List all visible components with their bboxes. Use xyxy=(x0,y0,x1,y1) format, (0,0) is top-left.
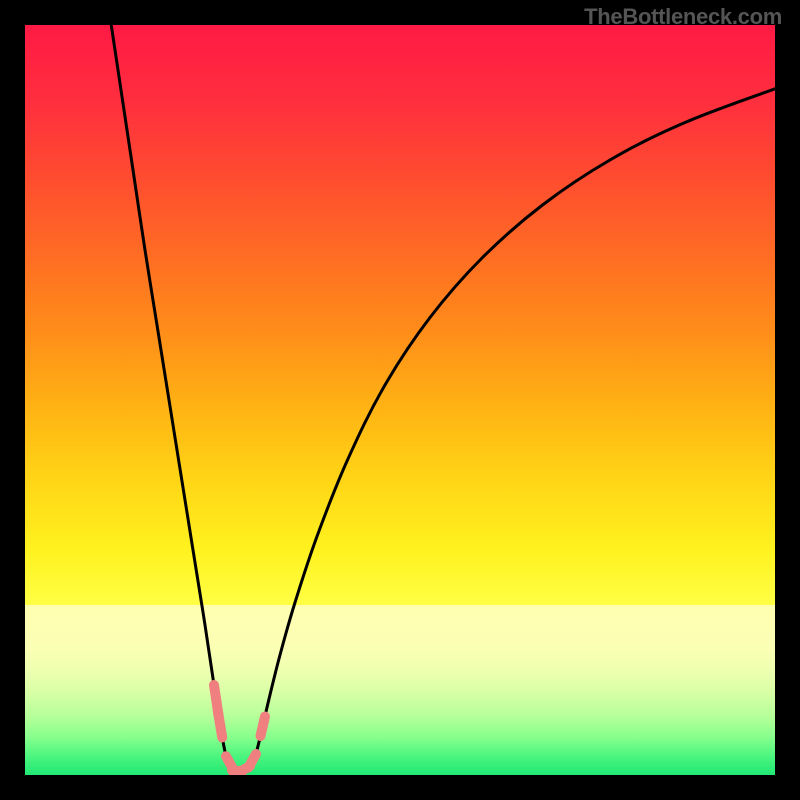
highlight-segment xyxy=(261,717,266,737)
watermark: TheBottleneck.com xyxy=(584,4,782,30)
plot-area xyxy=(25,25,775,775)
highlight-segment xyxy=(249,754,257,768)
chart-svg xyxy=(0,0,800,800)
highlight-segment xyxy=(218,711,223,738)
chart-container: TheBottleneck.com xyxy=(0,0,800,800)
